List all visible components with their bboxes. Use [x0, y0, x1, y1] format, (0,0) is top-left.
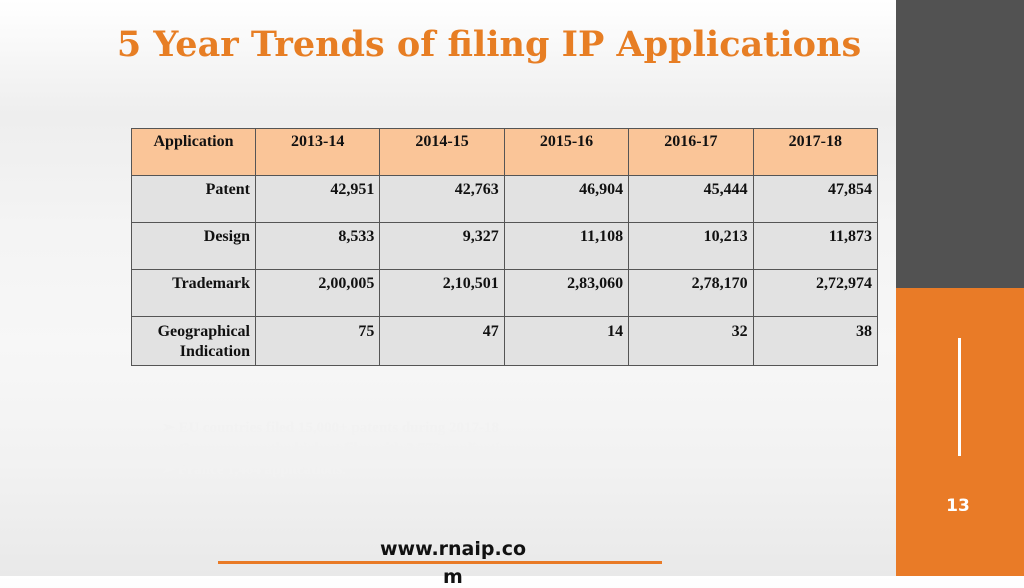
table-header-row: Application 2013-14 2014-15 2015-16 2016… [131, 128, 879, 176]
header-year: 2015-16 [503, 128, 630, 176]
row-label: Design [131, 222, 256, 270]
website-underline [218, 561, 662, 564]
table-cell: 2,78,170 [628, 269, 754, 317]
side-panel-dark [896, 0, 1024, 288]
table-cell: 11,108 [503, 222, 630, 270]
table-cell: 2,72,974 [752, 269, 879, 317]
header-year: 2017-18 [752, 128, 879, 176]
list-item: EU countries filed 15,000+ patents durin… [162, 418, 521, 439]
table-cell: 2,00,005 [254, 269, 381, 317]
table-cell: 47,854 [752, 175, 879, 223]
table-cell: 2,83,060 [503, 269, 630, 317]
table-cell: 45,444 [628, 175, 754, 223]
table-cell: 8,533 [254, 222, 381, 270]
table-cell: 46,904 [503, 175, 630, 223]
table-cell: 38 [752, 316, 879, 366]
table-cell: 42,763 [379, 175, 505, 223]
table-row: Design 8,533 9,327 11,108 10,213 11,873 [131, 222, 879, 270]
ip-filing-table: Application 2013-14 2014-15 2015-16 2016… [131, 128, 879, 366]
table-cell: 11,873 [752, 222, 879, 270]
table-row: Geographical Indication 75 47 14 32 38 [131, 316, 879, 366]
table-cell: 9,327 [379, 222, 505, 270]
page-number: 13 [946, 496, 970, 516]
row-label: Geographical Indication [131, 316, 256, 366]
table-cell: 2,10,501 [379, 269, 505, 317]
table-cell: 75 [254, 316, 381, 366]
table-cell: 42,951 [254, 175, 381, 223]
table-cell: 10,213 [628, 222, 754, 270]
list-item: Germany was the highest filer with 3,772… [162, 439, 521, 460]
header-application: Application [131, 128, 256, 176]
header-year: 2014-15 [379, 128, 505, 176]
website-link[interactable]: www.rnaip.co [380, 538, 527, 560]
list-item: France 1,484 applications. [162, 460, 521, 481]
table-row: Trademark 2,00,005 2,10,501 2,83,060 2,7… [131, 269, 879, 317]
table-cell: 32 [628, 316, 754, 366]
row-label: Patent [131, 175, 256, 223]
notes-list: EU countries filed 15,000+ patents durin… [162, 418, 521, 481]
table-cell: 14 [503, 316, 630, 366]
website-link-overflow: m [443, 566, 463, 588]
side-divider-line [958, 338, 961, 456]
table-row: Patent 42,951 42,763 46,904 45,444 47,85… [131, 175, 879, 223]
slide-title: 5 Year Trends of filing IP Applications [116, 24, 862, 65]
row-label: Trademark [131, 269, 256, 317]
header-year: 2013-14 [254, 128, 381, 176]
header-year: 2016-17 [628, 128, 754, 176]
table-cell: 47 [379, 316, 505, 366]
